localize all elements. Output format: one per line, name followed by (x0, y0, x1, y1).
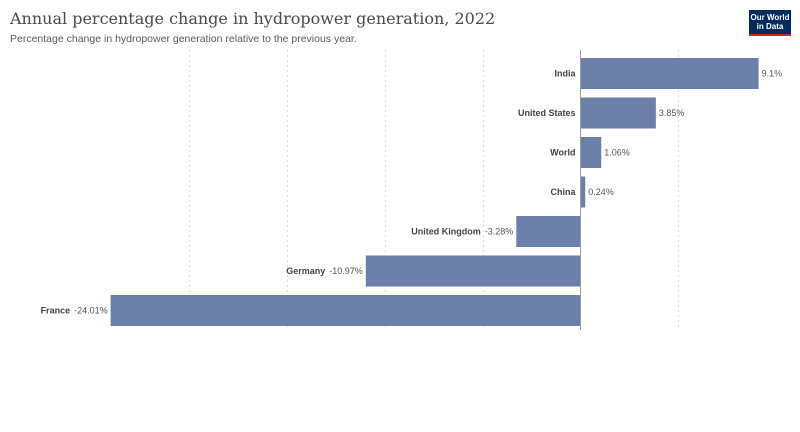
value-label: 1.06% (604, 148, 630, 158)
value-label: -10.97% (329, 266, 363, 276)
gridlines (189, 50, 679, 330)
bar-india (580, 58, 759, 89)
value-label: -3.28% (485, 227, 514, 237)
chart-subtitle: Percentage change in hydropower generati… (10, 33, 357, 45)
value-label: -24.01% (74, 306, 108, 316)
logo-accent-bar (749, 34, 791, 36)
category-label: Germany (286, 266, 325, 276)
logo-line-2: in Data (756, 22, 784, 31)
category-label: United Kingdom (411, 227, 481, 237)
category-label: United States (518, 108, 576, 118)
logo-line-1: Our World (750, 13, 790, 22)
bars (110, 58, 759, 326)
chart-title: Annual percentage change in hydropower g… (10, 9, 496, 28)
bar-france (110, 295, 581, 326)
value-label: 9.1% (762, 69, 783, 79)
value-label: 3.85% (659, 108, 685, 118)
bar-united-kingdom (516, 216, 581, 247)
owid-logo[interactable]: Our World in Data (749, 10, 791, 36)
bar-china (580, 176, 586, 208)
category-label: India (554, 69, 576, 79)
value-label: 0.24% (588, 187, 614, 197)
category-label: France (41, 306, 71, 316)
category-label: World (550, 148, 575, 158)
bar-united-states (580, 97, 656, 129)
labels: India 9.1% United States 3.85% World 1.06% Chi… (41, 50, 783, 330)
category-label: China (550, 187, 576, 197)
bar-germany (365, 255, 581, 287)
bar-world (580, 137, 602, 168)
